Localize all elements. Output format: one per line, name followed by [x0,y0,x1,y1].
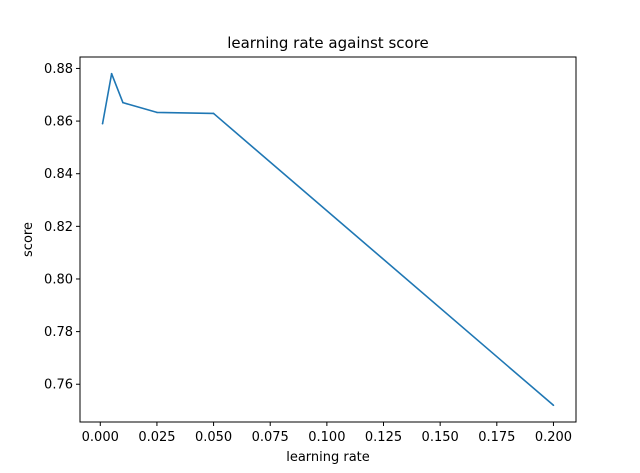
data-point [212,112,215,115]
x-tick-label: 0.075 [252,430,289,445]
data-point [156,111,158,114]
axes-frame [79,56,577,423]
y-tick-label: 0.84 [44,167,73,182]
x-tick-label: 0.000 [82,430,119,445]
y-tick-label: 0.80 [44,272,73,287]
data-point [101,122,104,125]
data-point [110,72,113,75]
y-tick-label: 0.78 [44,325,73,340]
x-axis-label: learning rate [286,450,370,465]
y-tick-label: 0.86 [44,115,73,130]
x-tick-label: 0.200 [535,430,572,445]
x-axis-ticks: 0.000 0.025 0.050 0.075 0.100 0.125 0.150 0.175… [82,422,572,445]
x-tick-label: 0.150 [422,430,459,445]
x-tick-label: 0.050 [195,430,232,445]
x-tick-label: 0.175 [478,430,515,445]
y-tick-label: 0.88 [44,62,73,77]
x-tick-label: 0.025 [138,430,175,445]
x-tick-label: 0.100 [308,430,345,445]
series-line-0 [101,72,554,406]
data-point [552,404,555,407]
y-axis-ticks: 0.76 0.78 0.80 0.82 0.84 0.86 0.88 [44,62,80,393]
y-axis-label: score [21,222,36,257]
y-tick-label: 0.76 [44,378,73,393]
data-point [122,101,124,104]
plot-area [101,72,555,407]
chart-title: learning rate against score [227,34,429,52]
x-tick-label: 0.125 [365,430,402,445]
y-tick-label: 0.82 [44,220,73,235]
